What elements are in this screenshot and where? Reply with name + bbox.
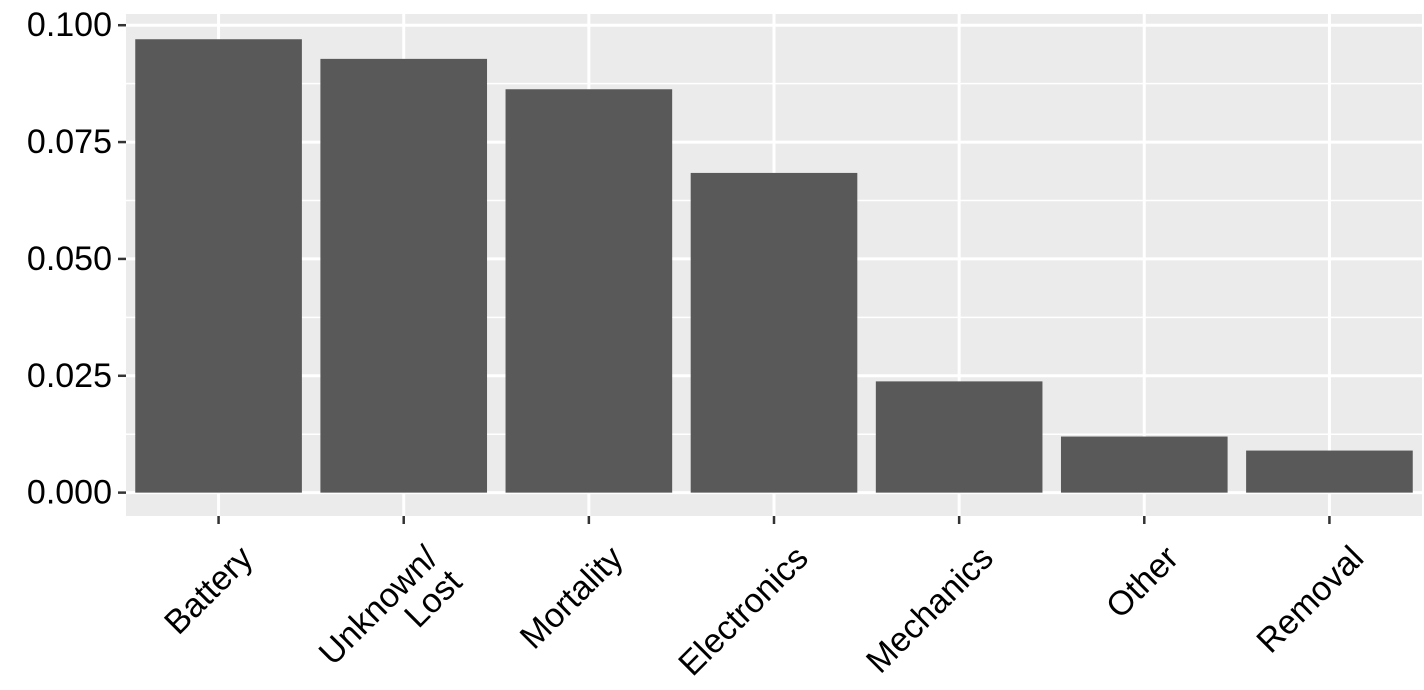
- y-axis: 0.000 0.025 0.050 0.075 0.100: [27, 6, 126, 512]
- x-tick-label-line: Other: [1099, 539, 1186, 626]
- bar-electronics: [690, 172, 858, 493]
- y-tick-label: 0.075: [27, 123, 112, 161]
- x-tick-label: Mechanics: [859, 539, 1001, 681]
- x-tick-label: Other: [1099, 539, 1186, 626]
- x-tick-label-line: Removal: [1249, 539, 1371, 661]
- bar-other: [1060, 436, 1228, 493]
- y-tick-label: 0.000: [27, 474, 112, 512]
- y-tick-label: 0.025: [27, 357, 112, 395]
- x-tick-label: Battery: [157, 539, 260, 642]
- x-tick-label: Electronics: [671, 539, 815, 683]
- y-tick-label: 0.100: [27, 6, 112, 44]
- x-tick-label-line: Mortality: [513, 539, 631, 657]
- x-tick-label: Mortality: [513, 539, 631, 657]
- x-tick-label-line: Mechanics: [859, 539, 1001, 681]
- x-tick-label: Removal: [1249, 539, 1371, 661]
- bar-mechanics: [875, 381, 1043, 493]
- bar-unknown-lost: [320, 58, 488, 493]
- x-tick-label: Unknown/Lost: [312, 538, 470, 690]
- x-axis: Battery Unknown/Lost Mortality Electronics M…: [157, 516, 1371, 690]
- y-tick-label: 0.050: [27, 240, 112, 278]
- x-tick-label-line: Battery: [157, 539, 260, 642]
- bar-battery: [135, 39, 302, 493]
- bars: [135, 39, 1413, 493]
- x-tick-label-line: Electronics: [671, 539, 815, 683]
- bar-removal: [1246, 450, 1413, 493]
- bar-mortality: [505, 89, 673, 493]
